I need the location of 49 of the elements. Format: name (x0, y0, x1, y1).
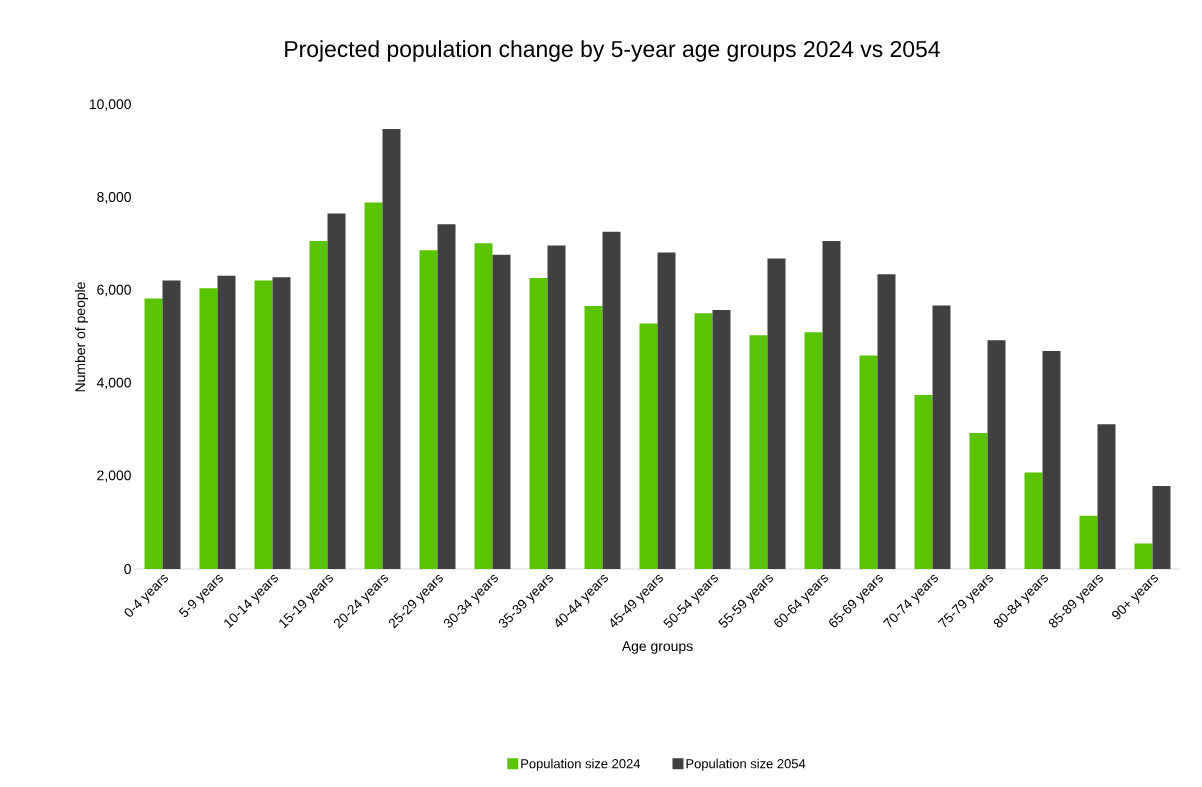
bar (199, 288, 218, 569)
bar (162, 280, 181, 569)
legend-label: Population size 2054 (686, 758, 806, 771)
y-axis-title: Number of people (74, 282, 88, 392)
bar (1079, 515, 1098, 569)
x-axis-title: Age groups (621, 641, 693, 654)
bar (712, 310, 731, 569)
bar (1024, 472, 1043, 569)
bar (364, 202, 383, 569)
y-tick-label: 2,000 (97, 470, 131, 482)
bar (877, 274, 896, 569)
bar (602, 231, 621, 569)
bar (932, 305, 951, 569)
bar (584, 305, 603, 569)
bar (419, 250, 438, 569)
bar (492, 254, 511, 569)
bar (474, 243, 493, 569)
bar (657, 252, 676, 569)
legend-label: Population size 2024 (521, 758, 641, 771)
bar (1042, 350, 1061, 569)
bar (327, 213, 346, 569)
bar (382, 129, 401, 569)
bar (822, 240, 841, 569)
bar (529, 278, 548, 569)
bar (144, 298, 163, 569)
bar (969, 433, 988, 569)
bar (309, 240, 328, 569)
bar (1152, 485, 1171, 569)
bar (914, 395, 933, 569)
bar (272, 277, 291, 569)
y-tick-label: 6,000 (97, 284, 131, 297)
bar (437, 224, 456, 569)
bar (1097, 424, 1116, 569)
bar (767, 258, 786, 569)
bar (987, 340, 1006, 569)
bar (859, 355, 878, 569)
y-tick-label: 0 (124, 564, 131, 574)
y-tick-label: 8,000 (97, 192, 131, 204)
bar (639, 323, 658, 569)
bar (749, 335, 768, 569)
bar (804, 332, 823, 569)
bar (254, 280, 273, 569)
bar (547, 245, 566, 569)
bar (217, 275, 236, 569)
y-tick-label: 4,000 (96, 377, 131, 390)
bar (694, 313, 713, 569)
bar (1134, 543, 1153, 569)
chart-title: Projected population change by 5-year age groups 2024 vs 2054 (285, 40, 940, 62)
y-tick-label: 10,000 (89, 99, 131, 111)
